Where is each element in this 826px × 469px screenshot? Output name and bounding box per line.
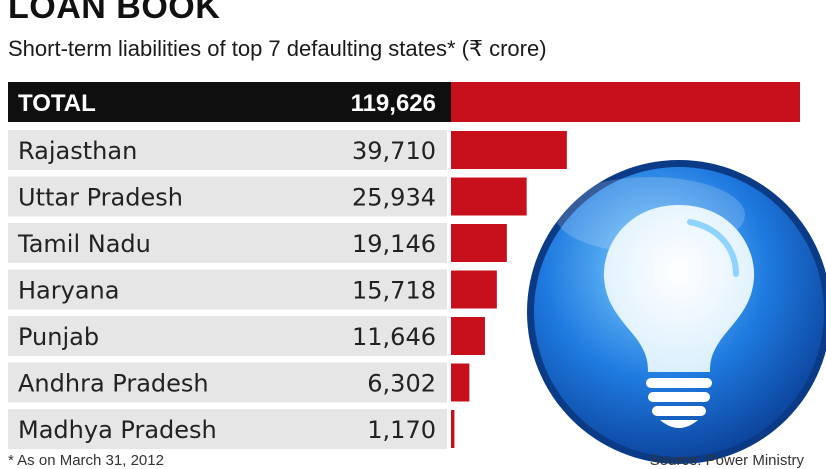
- total-row-band: [8, 82, 451, 122]
- bar: [451, 177, 527, 216]
- chart-title: LOAN BOOK: [8, 0, 221, 26]
- total-label: TOTAL: [18, 90, 96, 117]
- chart-rows: TOTAL 119,626 Rajasthan 39,710 Uttar Pradesh…: [8, 82, 800, 449]
- row-band: [8, 362, 447, 403]
- row-band: [8, 316, 447, 356]
- bar: [451, 410, 455, 448]
- bulb-glass: [603, 205, 755, 372]
- footnote: * As on March 31, 2012: [8, 452, 164, 469]
- category-label: Rajasthan: [18, 137, 137, 165]
- total-value: 119,626: [351, 90, 436, 117]
- value-label: 6,302: [367, 370, 436, 398]
- row-band: [8, 130, 447, 170]
- value-label: 25,934: [352, 184, 436, 212]
- category-label: Uttar Pradesh: [18, 184, 183, 212]
- value-label: 39,710: [352, 137, 436, 165]
- bar: [451, 363, 470, 402]
- total-bar: [451, 82, 800, 122]
- chart-subtitle: Short-term liabilities of top 7 defaulti…: [8, 36, 547, 61]
- category-label: Madhya Pradesh: [18, 416, 217, 444]
- row-band: [8, 223, 447, 263]
- bulb-highlight: [687, 219, 739, 277]
- light-bulb-icon: [527, 160, 826, 464]
- category-label: Haryana: [18, 277, 119, 305]
- value-label: 1,170: [367, 416, 436, 444]
- bulb-tip: [660, 420, 698, 428]
- row-band: [8, 269, 447, 310]
- value-label: 15,718: [352, 277, 436, 305]
- bulb-base-ring-3: [652, 406, 706, 416]
- bulb-base-ring-1: [646, 378, 712, 388]
- bar: [451, 270, 497, 309]
- category-label: Punjab: [18, 323, 99, 351]
- bar: [451, 131, 567, 169]
- value-label: 11,646: [352, 323, 436, 351]
- bulb-base-ring-2: [648, 392, 710, 402]
- bar: [451, 224, 507, 262]
- bar: [451, 317, 485, 355]
- category-label: Andhra Pradesh: [18, 370, 209, 398]
- row-band: [8, 409, 447, 449]
- category-label: Tamil Nadu: [17, 230, 151, 258]
- value-label: 19,146: [352, 230, 436, 258]
- source-note: Source: Power Ministry: [649, 452, 804, 469]
- row-band: [8, 176, 447, 217]
